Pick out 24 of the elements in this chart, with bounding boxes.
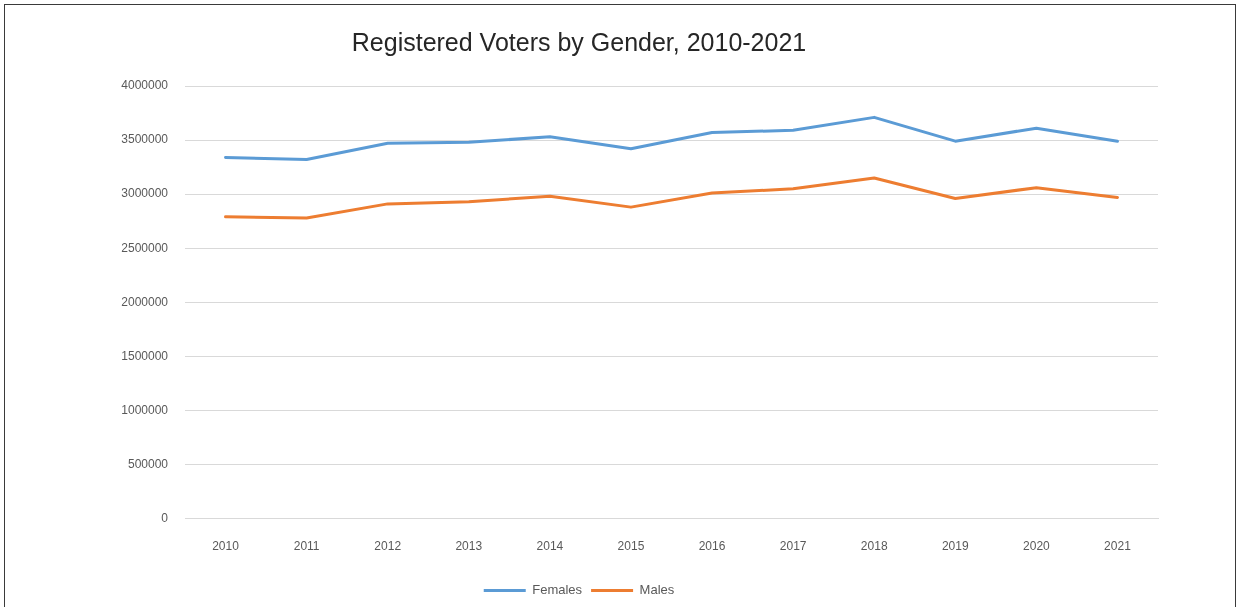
x-tick-label: 2010 <box>212 539 240 554</box>
y-tick-label: 500000 <box>127 456 169 471</box>
x-tick-label: 2013 <box>455 539 483 554</box>
y-tick-label: 1500000 <box>121 348 169 363</box>
y-tick-label: 3500000 <box>121 132 169 147</box>
x-tick-label: 2014 <box>536 539 564 554</box>
legend-label: Females <box>532 582 583 598</box>
chart-title: Registered Voters by Gender, 2010-2021 <box>351 27 807 56</box>
x-tick-label: 2018 <box>860 539 888 554</box>
y-tick-label: 3000000 <box>121 186 169 201</box>
y-tick-label: 2500000 <box>121 240 169 255</box>
x-tick-label: 2020 <box>1023 539 1051 554</box>
y-tick-label: 2000000 <box>121 294 169 309</box>
legend-label: Males <box>639 582 675 598</box>
x-tick-label: 2021 <box>1104 539 1132 554</box>
x-tick-label: 2015 <box>617 539 645 554</box>
x-tick-label: 2017 <box>779 539 807 554</box>
x-tick-label: 2019 <box>941 539 969 554</box>
y-tick-label: 4000000 <box>121 78 169 93</box>
y-tick-label: 1000000 <box>121 402 169 417</box>
x-tick-label: 2016 <box>698 539 726 554</box>
x-tick-label: 2011 <box>293 539 320 554</box>
x-tick-label: 2012 <box>374 539 402 554</box>
y-tick-label: 0 <box>161 510 169 525</box>
